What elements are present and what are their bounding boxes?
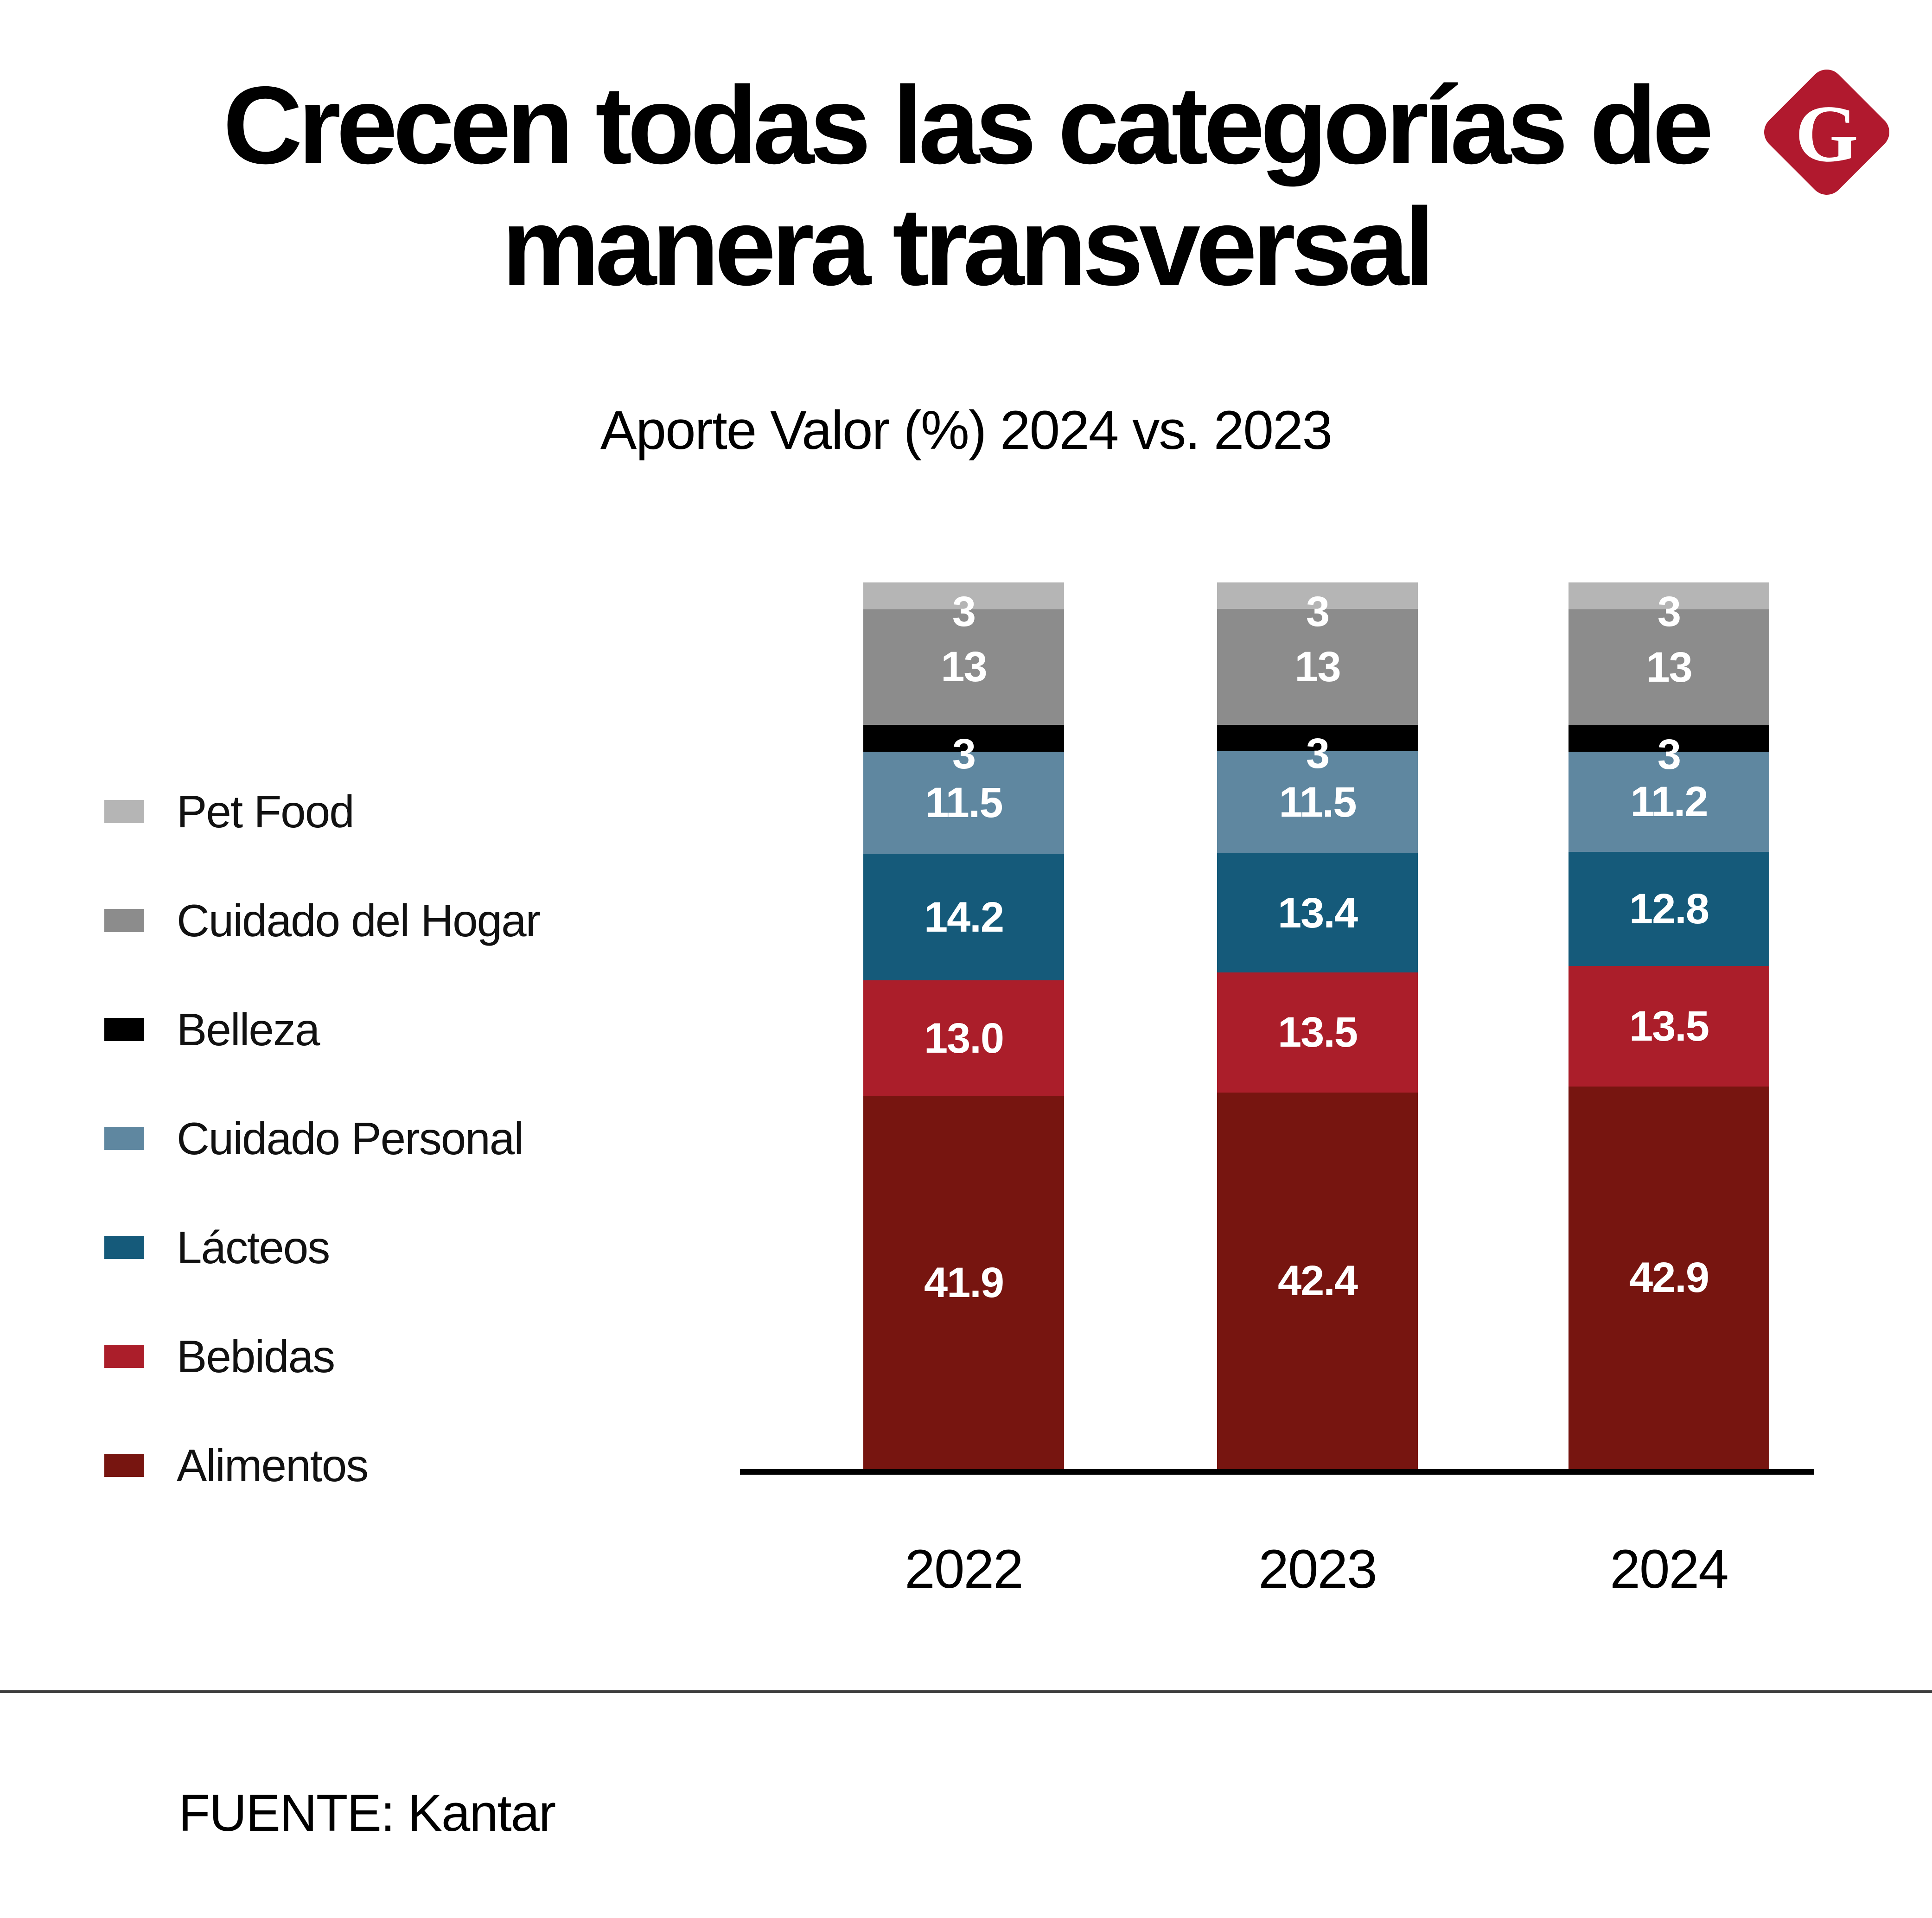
bar-value-label: 12.8 [1629,885,1709,933]
legend-swatch-icon [104,1236,144,1259]
legend-label: Belleza [177,1004,320,1055]
bar-value-label: 11.5 [1279,779,1357,826]
brand-logo-letter: G [1795,88,1859,179]
bar-segment: 13.5 [1217,972,1418,1093]
legend-swatch-icon [104,1018,144,1041]
bar-segment: 11.2 [1569,752,1769,852]
bar-value-label: 3 [952,588,976,635]
bar-segment: 13.4 [1217,853,1418,973]
bar-column-2024: 3 13 3 11.2 12.8 13.5 42.9 [1569,582,1769,1469]
bar-value-label: 13.4 [1277,889,1358,937]
bar-segment: 13 [1569,609,1769,725]
bar-segment: 3 [863,582,1064,633]
bar-segment: 42.9 [1569,1086,1769,1469]
legend-item-alimentos: Alimentos [104,1437,369,1494]
bar-segment: 13 [863,609,1064,725]
bar-value-label: 11.5 [925,779,1003,827]
bar-segment: 11.5 [863,751,1064,854]
bar-value-label: 42.4 [1277,1257,1358,1304]
x-axis-label: 2024 [1610,1539,1729,1600]
bar-value-label: 13 [1646,643,1692,691]
bar-value-label: 13.5 [1629,1002,1709,1050]
bar-value-label: 13.5 [1277,1009,1358,1056]
bar-segment: 3 [1569,582,1769,633]
bar-value-label: 3 [1306,588,1330,635]
legend-label: Alimentos [177,1439,369,1491]
legend-swatch-icon [104,1127,144,1150]
bar-value-label: 41.9 [924,1259,1004,1306]
bar-segment: 13.5 [1569,966,1769,1087]
page-title: Crecen todas las categorías de manera tr… [0,65,1932,308]
legend-label: Bebidas [177,1330,335,1382]
bar-segment: 14.2 [863,854,1064,981]
legend-item-cuidado-personal: Cuidado Personal [104,1110,524,1167]
bar-segment: 42.4 [1217,1092,1418,1469]
bar-segment: 13.0 [863,980,1064,1096]
bar-value-label: 11.2 [1630,778,1709,826]
bar-segment: 3 [1217,724,1418,775]
x-axis-line [740,1469,1814,1475]
legend-swatch-icon [104,909,144,932]
bar-column-2023: 3 13 3 11.5 13.4 13.5 42.4 [1217,582,1418,1469]
legend-label: Cuidado Personal [177,1112,524,1164]
legend-item-bebidas: Bebidas [104,1328,335,1385]
bar-value-label: 14.2 [924,893,1004,941]
bar-segment: 3 [1217,582,1418,633]
chart: 3 13 3 11.5 14.2 13.0 41.9 2022 3 13 3 11.5 13.4 13.5… [740,582,1814,1600]
bar-value-label: 13 [941,643,987,691]
bar-value-label: 42.9 [1629,1254,1709,1302]
legend-item-cuidado-del-hogar: Cuidado del Hogar [104,892,541,949]
legend-label: Pet Food [177,786,355,837]
source-note: FUENTE: Kantar [179,1784,556,1842]
bar-value-label: 3 [1657,730,1681,778]
bar-value-label: 3 [952,730,976,778]
legend-item-pet-food: Pet Food [104,783,355,840]
bar-segment: 41.9 [863,1096,1064,1469]
legend-swatch-icon [104,1345,144,1368]
legend-swatch-icon [104,800,144,823]
bar-segment: 3 [1569,725,1769,776]
bar-value-label: 13.0 [924,1014,1004,1062]
bar-value-label: 13 [1294,643,1341,690]
legend-label: Cuidado del Hogar [177,895,541,946]
bar-value-label: 3 [1306,730,1330,778]
page-subtitle: Aporte Valor (%) 2024 vs. 2023 [600,400,1333,461]
legend-item-belleza: Belleza [104,1001,320,1058]
bar-column-2022: 3 13 3 11.5 14.2 13.0 41.9 [863,582,1064,1469]
page-title-line2: manera transversal [501,185,1435,308]
footer-divider [0,1690,1932,1693]
page-title-line1: Crecen todas las categorías de [223,64,1714,187]
legend-item-l-cteos: Lácteos [104,1219,330,1276]
x-axis-label: 2023 [1258,1539,1377,1600]
legend-swatch-icon [104,1454,144,1477]
bar-segment: 13 [1217,609,1418,725]
bar-value-label: 3 [1657,588,1681,635]
legend-label: Lácteos [177,1221,330,1273]
bar-segment: 3 [863,725,1064,775]
x-axis-label: 2022 [905,1539,1024,1600]
bar-segment: 12.8 [1569,851,1769,966]
bar-segment: 11.5 [1217,751,1418,854]
